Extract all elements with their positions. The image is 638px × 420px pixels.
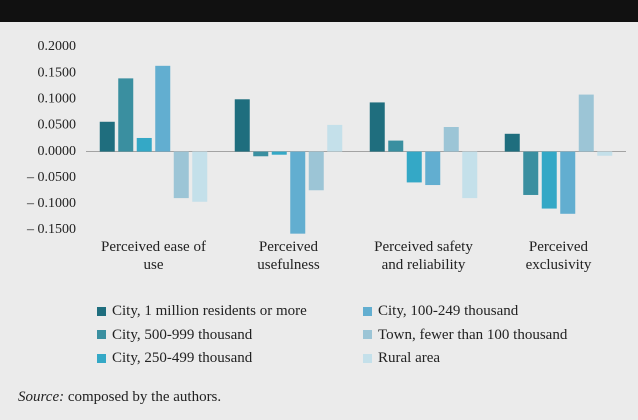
bar (308, 151, 324, 191)
x-tick-label: Perceived exclusivity (525, 239, 592, 273)
bar (155, 65, 171, 152)
bar (99, 121, 115, 152)
bar (425, 151, 441, 186)
x-tick-label: Perceived ease of use (101, 239, 206, 273)
bar (369, 102, 385, 152)
bar (443, 126, 459, 152)
bar (327, 124, 343, 152)
y-tick-label: – 0.1500 (26, 222, 76, 237)
x-tick-label: Perceived safety and reliability (374, 239, 473, 273)
y-tick-label: 0.2000 (38, 39, 77, 54)
legend-label: City, 500-999 thousand (112, 326, 253, 343)
legend-label: Town, fewer than 100 thousand (378, 326, 568, 343)
source-label: Source: (18, 389, 65, 405)
bar (597, 151, 613, 156)
y-tick-label: 0.1500 (38, 65, 77, 80)
y-tick-label: 0.0500 (38, 118, 77, 133)
y-tick-label: – 0.0500 (26, 170, 76, 185)
bar (523, 151, 539, 195)
source-text: composed by the authors. (67, 389, 222, 405)
legend-swatch (363, 306, 372, 316)
bar (578, 94, 594, 152)
legend-label: City, 1 million residents or more (112, 303, 307, 319)
legend-label: City, 100-249 thousand (378, 303, 519, 319)
source: Source: composed by the authors. (18, 389, 221, 406)
x-tick-label: Perceived usefulness (257, 239, 320, 273)
y-tick-label: – 0.1000 (26, 196, 76, 211)
bar (504, 133, 520, 152)
bar (271, 151, 287, 155)
bar (136, 137, 152, 152)
bar (173, 151, 189, 199)
bar (406, 151, 422, 183)
y-tick-label: 0.0000 (38, 144, 77, 159)
legend-swatch (363, 353, 372, 363)
legend-swatch (363, 330, 372, 339)
bar (462, 151, 478, 199)
bar (290, 151, 306, 234)
bar (192, 151, 208, 202)
legend-swatch (97, 306, 106, 316)
y-tick-label: 0.1000 (38, 92, 77, 107)
legend-label: City, 250-499 thousand (112, 350, 253, 366)
bar (253, 151, 269, 157)
legend-swatch (97, 330, 106, 339)
legend-swatch (97, 353, 106, 363)
bar (560, 151, 576, 214)
bar (541, 151, 557, 209)
legend-label: Rural area (378, 350, 441, 366)
bar (234, 99, 250, 152)
bar (118, 78, 134, 152)
bar (388, 140, 404, 152)
header-band (0, 0, 638, 22)
